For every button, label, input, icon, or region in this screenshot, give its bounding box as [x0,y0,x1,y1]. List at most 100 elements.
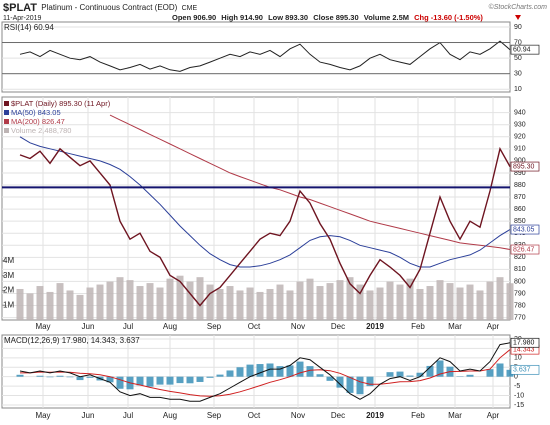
volume-bar [146,283,154,320]
y-tick-label: 0 [514,374,518,381]
volume-bar [166,278,174,320]
x-tick-label: Sep [207,411,222,420]
x-tick-label: Jul [123,411,133,420]
end-label-box [510,161,540,172]
down-arrow [515,15,521,20]
y-tick-label: 30 [514,71,522,78]
volume-bar [186,281,194,320]
x-tick-label: Aug [163,411,177,420]
histogram-bar [136,376,144,386]
x-tick-label: Apr [487,322,500,331]
volume-bar [36,286,44,320]
panel-frame [1,96,511,321]
y-tick-label: 850 [514,218,526,225]
series-line [20,349,511,397]
histogram-bar [16,374,24,377]
volume-bar [256,291,264,320]
end-label: 3.637 [513,367,531,374]
volume-bar [316,286,324,320]
volume-bar [246,287,254,320]
x-tick-label: Dec [331,411,345,420]
end-label: 14.343 [513,346,535,353]
series-line [109,114,511,250]
y-tick-label: 880 [514,182,526,189]
histogram-bar [406,375,414,377]
histogram-bar [156,376,164,385]
histogram-bar [176,376,184,384]
volume-bar [66,290,74,320]
histogram-bar [366,376,374,387]
change: Chg -13.60 (-1.50%) [414,13,483,22]
volume-bar [136,286,144,320]
histogram-bar [496,363,504,377]
y2-tick-label: 3M [3,271,14,280]
y-tick-label: 920 [514,134,526,141]
volume-bar [26,293,34,320]
volume-bar [356,284,364,320]
end-label-box [510,224,540,235]
y-tick-label: 790 [514,290,526,297]
end-label: 60.94 [513,47,531,54]
date: 11-Apr-2019 [3,15,42,22]
panel-frame [1,21,511,93]
volume-bar [386,281,394,320]
volume-bar [276,284,284,320]
x-tick-label: Jun [82,322,95,331]
y2-tick-label: 2M [3,286,14,295]
volume-bar [116,277,124,320]
volume-bar [206,284,214,320]
y-tick-label: 890 [514,170,526,177]
volume-bar [196,277,204,320]
y-tick-label: 780 [514,302,526,309]
volume-bar [236,290,244,320]
histogram-bar [116,376,124,389]
volume-bar [296,281,304,320]
header-line: $PLAT Platinum - Continuous Contract (EO… [3,2,197,14]
histogram-bar [236,367,244,377]
volume-bar [86,287,94,320]
end-label: 826.47 [513,246,535,253]
x-tick-label: Apr [487,411,500,420]
panel-title: RSI(14) 60.94 [4,23,54,32]
y-tick-label: 930 [514,122,526,129]
x-tick-label: Aug [163,322,177,331]
volume-bar [306,278,314,320]
x-tick-label: Mar [448,411,462,420]
histogram-bar [186,376,194,384]
volume-bar [456,287,464,320]
histogram-bar [106,376,114,383]
legend-entry: Volume 2,488,780 [11,126,71,135]
legend-entry: MA(50) 843.05 [11,108,61,117]
histogram-bar [196,376,204,382]
x-tick-label: Nov [291,411,305,420]
x-tick-label: Mar [448,322,462,331]
series-line [19,136,511,268]
end-label: 895.30 [513,163,535,170]
volume-bar [96,284,104,320]
x-tick-label: Feb [411,322,425,331]
volume-bar [156,287,164,320]
histogram-bar [256,364,264,377]
volume-bar [46,291,54,320]
x-tick-label: Jun [82,411,95,420]
volume-bar [496,277,504,320]
y-tick-label: 50 [514,55,522,62]
credit: ©StockCharts.com [489,3,548,11]
histogram-bar [506,369,514,377]
histogram-bar [466,374,474,377]
histogram-bar [146,376,154,387]
series-line [19,146,511,307]
y-tick-label: 910 [514,146,526,153]
histogram-bar [206,376,214,378]
histogram-bar [86,376,94,378]
histogram-bar [326,376,334,381]
histogram-bar [226,370,234,377]
volume-bar [286,290,294,320]
y-tick-label: 10 [514,355,522,362]
volume-bar [336,280,344,320]
panel-frame [1,334,511,409]
volume-bar [326,283,334,320]
histogram-bar [436,360,444,377]
volume-bar [176,275,184,320]
volume-bar [216,288,224,320]
